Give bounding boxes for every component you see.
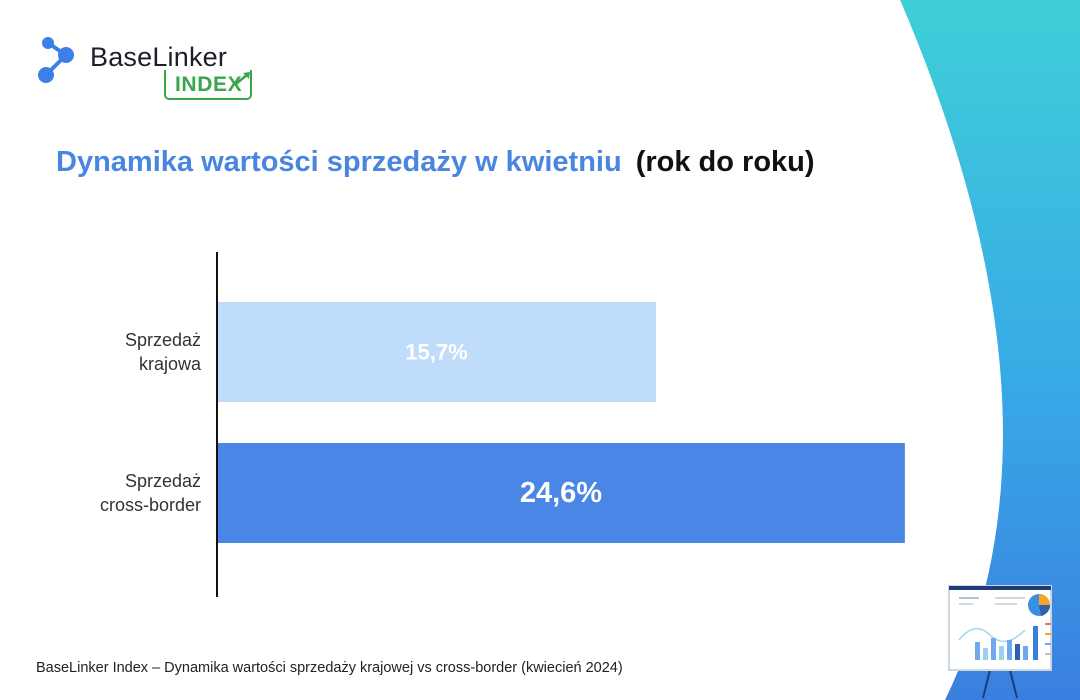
brand-logo: BaseLinker INDEX: [36, 34, 276, 104]
category-label-line: Sprzedaż: [125, 471, 201, 491]
page-title: Dynamika wartości sprzedaży w kwietniu (r…: [56, 146, 815, 179]
gradient-shape: [900, 0, 1080, 700]
network-icon: [38, 37, 74, 83]
brand-index-badge: INDEX: [164, 70, 253, 100]
category-label-line: cross-border: [100, 495, 201, 515]
bar-value-label-1: 24,6%: [520, 477, 602, 509]
category-label-1: Sprzedaż cross-border: [100, 471, 201, 515]
bar-0: [217, 302, 656, 402]
brand-name: BaseLinker: [90, 42, 228, 72]
bar-value-label-0: 15,7%: [405, 340, 467, 365]
footer-caption: BaseLinker Index – Dynamika wartości spr…: [36, 660, 623, 676]
bar-1: [217, 443, 905, 543]
trend-arrow-icon: [235, 72, 250, 85]
category-label-line: Sprzedaż: [125, 330, 201, 350]
title-main: Dynamika wartości sprzedaży w kwietniu: [56, 146, 622, 178]
title-suffix: (rok do roku): [635, 146, 815, 178]
category-label-line: krajowa: [139, 354, 202, 374]
category-label-0: Sprzedaż krajowa: [125, 330, 202, 374]
presentation-board-icon: [948, 585, 1052, 699]
